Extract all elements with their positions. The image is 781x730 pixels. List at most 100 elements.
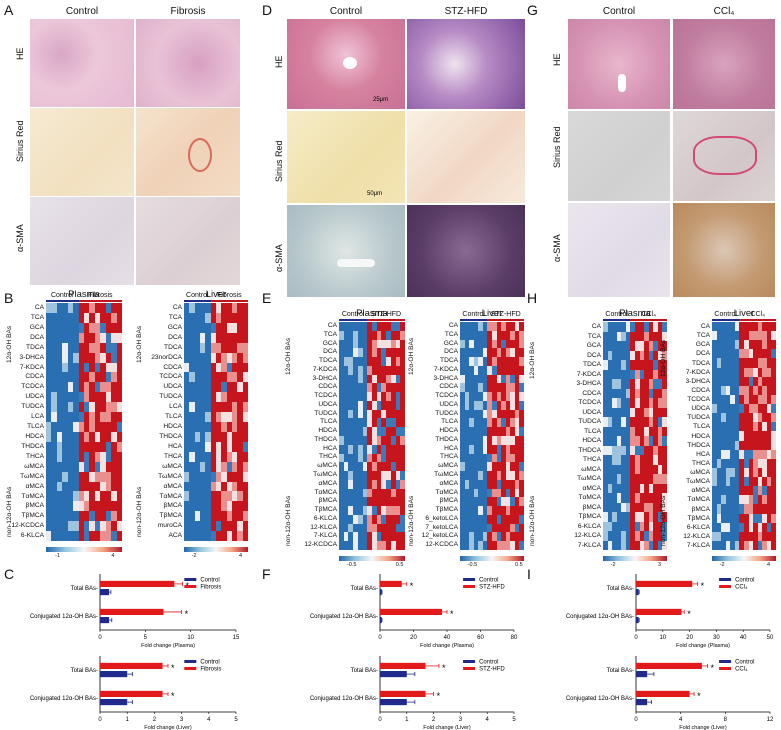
heatmap-cell	[496, 462, 502, 472]
heatmap-row-label: 7-KLCA	[686, 542, 710, 549]
heatmap-cell	[653, 474, 659, 484]
heatmap-row-label: DCA	[587, 351, 601, 359]
heatmap-cell	[381, 348, 387, 358]
bar-fibrosis	[100, 662, 163, 669]
panel-label-h: H	[527, 290, 538, 306]
heatmap-cell	[348, 479, 354, 489]
heatmap-row-label: 12-KCDCA	[304, 541, 337, 549]
heatmap-cell	[744, 394, 749, 405]
heatmap-cell	[757, 322, 763, 332]
heatmap-cell	[762, 477, 768, 487]
heatmap-row-label: TUDCA	[578, 418, 601, 425]
heatmap-cell	[116, 312, 123, 324]
heatmap-cell	[514, 365, 520, 375]
heatmap-cell	[372, 462, 377, 472]
heatmap-cell	[766, 394, 772, 405]
heatmap-cell	[372, 514, 377, 524]
heatmap-cell	[194, 422, 201, 433]
heatmap-cell	[753, 540, 758, 551]
heatmap-cell	[505, 471, 511, 481]
significance-star: *	[442, 663, 446, 673]
heatmap-cell	[510, 392, 516, 402]
heatmap-cell	[372, 392, 377, 402]
heatmap-cell	[46, 332, 52, 343]
heatmap-cell	[51, 481, 58, 492]
heatmap-cell	[744, 495, 749, 505]
heatmap-cell	[343, 453, 349, 463]
heatmap-cell	[639, 483, 645, 494]
heatmap-cell	[210, 412, 217, 423]
heatmap-cell	[216, 511, 222, 522]
heatmap-cell	[460, 392, 465, 402]
heatmap-cell	[625, 521, 631, 532]
heatmap-cell	[514, 348, 520, 358]
x-tick-label: 20	[410, 635, 417, 641]
heatmap-cell	[771, 358, 777, 368]
heatmap-cell	[473, 357, 479, 367]
heatmap-cell	[56, 471, 63, 482]
heatmap-row-label: HDCA	[163, 423, 182, 431]
heatmap-cell	[496, 541, 502, 551]
heatmap-cell	[510, 514, 516, 524]
heatmap-row-label: UDCA	[582, 408, 601, 416]
x-tick-label: 0	[634, 635, 638, 641]
heatmap-cell	[343, 506, 349, 516]
heatmap-cell	[757, 467, 763, 478]
heatmap-row-labels: CA TCA GCA DCA TDCA 23norDCA CDCA TCDCA UDCA TUDC…	[151, 303, 182, 541]
heatmap-cell	[221, 501, 227, 512]
heatmap-cell	[644, 436, 649, 446]
heatmap-cell	[635, 426, 640, 437]
heatmap-cell	[616, 341, 622, 351]
heatmap-cell	[62, 461, 68, 472]
heatmap-cell	[73, 431, 79, 443]
heatmap-cell	[339, 497, 344, 507]
heatmap-cell	[762, 449, 768, 460]
heatmap-cell	[648, 341, 654, 351]
heatmap-cell	[607, 521, 613, 532]
heatmap-cell	[73, 372, 79, 383]
x-tick-label: 0	[634, 717, 638, 723]
heatmap-cell	[492, 348, 497, 358]
heatmap-cell	[644, 407, 649, 418]
heatmap-cell	[630, 493, 636, 503]
heatmap-cell	[376, 409, 382, 419]
panel-label-a: A	[4, 2, 14, 18]
heatmap-cell	[514, 400, 520, 410]
heatmap-cell	[339, 365, 344, 375]
heatmap-row-label: GCA	[167, 323, 182, 331]
heatmap-cell	[226, 412, 233, 423]
heatmap-cell	[748, 431, 754, 441]
heatmap-cell	[478, 514, 484, 524]
heatmap-cell	[612, 521, 617, 532]
heatmap-cell	[514, 462, 520, 472]
heatmap-cell	[386, 383, 392, 393]
heatmap-cell	[376, 453, 382, 463]
heatmap-cell	[56, 332, 63, 343]
heatmap-cell	[460, 488, 465, 498]
heatmap-row-label: THCA	[583, 456, 601, 463]
heatmap-row-label: GCA	[695, 341, 710, 349]
heatmap-cell	[395, 339, 401, 349]
heatmap-cell	[514, 541, 520, 551]
heatmap-cell	[662, 445, 668, 456]
heatmap-cell	[607, 455, 613, 465]
heatmap-cell	[492, 506, 497, 516]
x-tick-label: 80	[511, 635, 518, 641]
heatmap-cell	[630, 322, 636, 332]
heatmap-cell	[771, 486, 777, 496]
heatmap-cell	[386, 322, 392, 332]
heatmap-cell	[639, 502, 645, 513]
heatmap-cell	[205, 521, 211, 532]
heatmap-cell	[221, 422, 227, 433]
heatmap-cell	[348, 392, 354, 402]
heatmap-cell	[362, 365, 368, 375]
heatmap-cell	[189, 431, 195, 443]
heatmap-row-label: UDCA	[318, 400, 337, 408]
heatmap-cell	[78, 451, 85, 462]
heatmap-cell	[505, 453, 511, 463]
heatmap-cell	[519, 330, 525, 340]
heatmap-cell	[237, 461, 243, 472]
heatmap-cell	[232, 531, 238, 542]
heatmap-cell	[390, 383, 396, 393]
group-label-treated: Fibrosis	[88, 292, 113, 299]
